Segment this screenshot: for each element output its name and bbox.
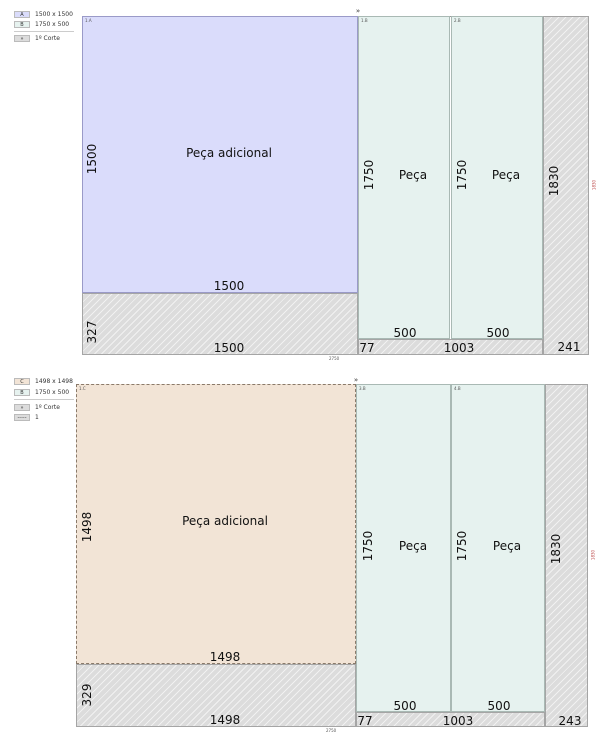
legend-label: 1500 x 1500	[35, 11, 73, 18]
waste-bottom-left[interactable]: 329 1498	[76, 664, 356, 727]
waste-width-label: 241	[557, 340, 581, 354]
waste-mid-strip[interactable]: 77 1003	[358, 339, 543, 355]
legend-label: 1750 x 500	[35, 21, 70, 28]
piece-width-label: 500	[487, 699, 511, 713]
waste-width-label: 243	[558, 714, 582, 728]
legend-label: 1º Corte	[35, 404, 60, 411]
legend-swatch: -----	[14, 414, 30, 421]
sheet-width-label: 2750	[329, 356, 340, 361]
piece-tag: 4.B	[454, 386, 461, 391]
waste-bottom-left[interactable]: 327 1500	[82, 293, 358, 355]
legend-item-a[interactable]: A 1500 x 1500	[14, 10, 73, 19]
legend-swatch: A	[14, 11, 30, 18]
legend-swatch: »	[14, 404, 30, 411]
piece-tag: 3.B	[359, 386, 366, 391]
piece-2[interactable]: 2.B Peça 1750 500	[451, 16, 543, 340]
piece-1[interactable]: 1.B Peça 1750 500	[358, 16, 450, 340]
sheet-width-label: 2750	[326, 728, 337, 733]
legend-item-b[interactable]: B 1750 x 500	[14, 388, 69, 397]
waste-mid-strip[interactable]: 77 1003	[356, 712, 545, 728]
piece-width-label: 500	[393, 699, 417, 713]
legend-item-c[interactable]: C 1498 x 1498	[14, 377, 73, 386]
waste-width-label: 1003	[442, 714, 474, 728]
legend-swatch: B	[14, 21, 30, 28]
legend-label: 1498 x 1498	[35, 378, 73, 385]
piece-height-label: 1750	[455, 159, 469, 191]
legend-swatch: C	[14, 378, 30, 385]
piece-width-label: 1500	[213, 279, 245, 293]
waste-width-label: 1003	[443, 341, 475, 355]
sheet-height-label: 1830	[591, 179, 597, 191]
piece-2[interactable]: 4.B Peça 1750 500	[451, 384, 545, 713]
piece-name: Peça	[398, 168, 428, 182]
piece-height-label: 1500	[85, 143, 99, 175]
piece-name: Peça adicional	[182, 514, 268, 528]
legend-swatch: »	[14, 35, 30, 42]
piece-name: Peça	[491, 168, 521, 182]
legend-item-b[interactable]: B 1750 x 500	[14, 20, 69, 29]
piece-height-label: 1498	[80, 511, 94, 543]
piece-big[interactable]: 1.A Peça adicional 1500 1500	[82, 16, 358, 293]
piece-name: Peça	[492, 539, 522, 553]
cut-marker-icon: »	[353, 376, 359, 384]
legend-label: 1	[35, 414, 39, 421]
piece-1[interactable]: 3.B Peça 1750 500	[356, 384, 451, 713]
legend-swatch: B	[14, 389, 30, 396]
piece-width-label: 1498	[209, 650, 241, 664]
sheet-height-label: 1830	[590, 549, 596, 561]
waste-height-label: 329	[80, 683, 94, 707]
waste-height-label: 327	[85, 320, 99, 344]
waste-height-label: 1830	[547, 165, 561, 197]
legend-label: 1750 x 500	[35, 389, 70, 396]
legend-item-waste[interactable]: ----- 1	[14, 413, 39, 422]
piece-width-label: 500	[393, 326, 417, 340]
legend-item-cut[interactable]: » 1º Corte	[14, 34, 60, 43]
piece-height-label: 1750	[361, 530, 375, 562]
piece-height-label: 1750	[362, 159, 376, 191]
piece-name: Peça	[398, 539, 428, 553]
waste-right[interactable]: 1830 243	[545, 384, 588, 728]
piece-name: Peça adicional	[186, 146, 272, 160]
piece-big[interactable]: 1.C Peça adicional 1498 1498	[76, 384, 356, 664]
legend-item-cut[interactable]: » 1º Corte	[14, 403, 60, 412]
piece-tag: 1.C	[79, 386, 86, 391]
piece-tag: 2.B	[454, 18, 461, 23]
waste-width-label: 1498	[209, 713, 241, 727]
waste-height-label: 77	[357, 714, 373, 728]
piece-height-label: 1750	[455, 530, 469, 562]
piece-width-label: 500	[486, 326, 510, 340]
waste-width-label: 1500	[213, 341, 245, 355]
waste-height-label: 1830	[549, 533, 563, 565]
legend-divider	[14, 31, 74, 32]
waste-height-label: 77	[359, 341, 375, 355]
cut-marker-icon: »	[355, 7, 361, 15]
piece-tag: 1.A	[85, 18, 92, 23]
piece-tag: 1.B	[361, 18, 368, 23]
legend-label: 1º Corte	[35, 35, 60, 42]
legend-divider	[14, 399, 74, 400]
waste-right[interactable]: 1830 241	[543, 16, 589, 355]
